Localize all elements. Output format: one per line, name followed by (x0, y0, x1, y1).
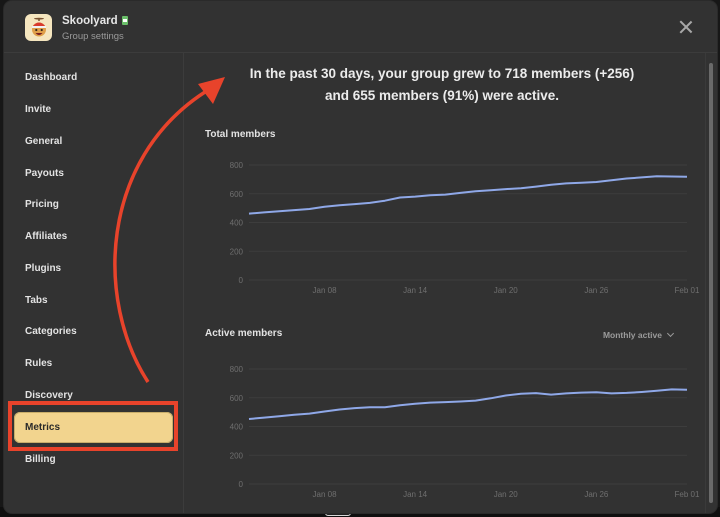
total-members-title: Total members (205, 129, 276, 140)
sidebar-item-affiliates[interactable]: Affiliates (25, 231, 68, 242)
sidebar-item-general[interactable]: General (25, 136, 63, 147)
summary-line-1: In the past 30 days, your group grew to … (249, 66, 635, 81)
svg-text:Jan 14: Jan 14 (403, 490, 428, 499)
svg-text:Jan 14: Jan 14 (403, 286, 428, 295)
svg-text:Jan 20: Jan 20 (494, 490, 519, 499)
scrollbar-thumb[interactable] (709, 63, 713, 503)
sidebar-item-rules[interactable]: Rules (25, 358, 53, 369)
settings-sidebar: Dashboard Invite General Payouts Pricing… (4, 53, 184, 513)
juice-box-icon (121, 16, 128, 25)
group-name-text: Skoolyard (62, 15, 118, 27)
metrics-summary: In the past 30 days, your group grew to … (185, 63, 699, 107)
group-settings-modal: Skoolyard Group settings Dashboard Invit… (4, 1, 717, 513)
svg-text:200: 200 (230, 451, 244, 460)
sidebar-item-pricing[interactable]: Pricing (25, 199, 59, 210)
group-name: Skoolyard (62, 15, 128, 27)
svg-text:Jan 26: Jan 26 (584, 490, 609, 499)
group-logo-icon (25, 14, 52, 41)
svg-text:0: 0 (239, 480, 244, 489)
active-members-line-chart: 0 200 400 600 800 Jan 08 Jan 14 Jan 20 Jan 26 Feb… (230, 365, 700, 499)
svg-text:400: 400 (230, 219, 244, 228)
sidebar-item-metrics[interactable]: Metrics (14, 412, 173, 443)
scrollbar[interactable] (705, 53, 717, 513)
svg-text:600: 600 (230, 394, 244, 403)
total-members-chart: 0 200 400 600 800 Jan 08 Jan 14 Jan 20 Jan 26 Feb… (185, 153, 705, 313)
sidebar-item-plugins[interactable]: Plugins (25, 263, 62, 274)
sidebar-item-categories[interactable]: Categories (25, 326, 77, 337)
sidebar-item-payouts[interactable]: Payouts (25, 168, 64, 179)
sidebar-item-discovery[interactable]: Discovery (25, 390, 73, 401)
metrics-content: In the past 30 days, your group grew to … (185, 53, 717, 513)
svg-text:0: 0 (239, 276, 244, 285)
svg-text:200: 200 (230, 247, 244, 256)
close-icon[interactable] (679, 20, 693, 34)
sidebar-item-dashboard[interactable]: Dashboard (25, 72, 78, 83)
svg-text:800: 800 (230, 365, 244, 374)
active-period-select[interactable]: Monthly active (602, 329, 675, 340)
svg-text:Jan 20: Jan 20 (494, 286, 519, 295)
modal-header: Skoolyard Group settings (4, 1, 717, 53)
active-members-chart: 0 200 400 600 800 Jan 08 Jan 14 Jan 20 Jan 26 Feb… (185, 357, 705, 513)
active-period-value: Monthly active (602, 330, 662, 340)
sidebar-item-invite[interactable]: Invite (25, 104, 52, 115)
sidebar-item-tabs[interactable]: Tabs (25, 295, 48, 306)
summary-line-2: and 655 members (91%) were active. (324, 88, 560, 103)
total-members-line-chart: 0 200 400 600 800 Jan 08 Jan 14 Jan 20 Jan 26 Feb… (230, 161, 700, 295)
svg-text:Jan 26: Jan 26 (584, 286, 609, 295)
svg-text:800: 800 (230, 161, 244, 170)
svg-text:Feb 01: Feb 01 (675, 286, 700, 295)
svg-text:600: 600 (230, 190, 244, 199)
group-settings-subtitle: Group settings (62, 31, 124, 42)
chevron-down-icon (666, 329, 675, 338)
svg-text:Jan 08: Jan 08 (313, 286, 338, 295)
svg-text:Jan 08: Jan 08 (313, 490, 338, 499)
svg-text:400: 400 (230, 423, 244, 432)
sidebar-item-billing[interactable]: Billing (25, 454, 56, 465)
svg-text:Feb 01: Feb 01 (675, 490, 700, 499)
active-members-title: Active members (205, 328, 283, 339)
